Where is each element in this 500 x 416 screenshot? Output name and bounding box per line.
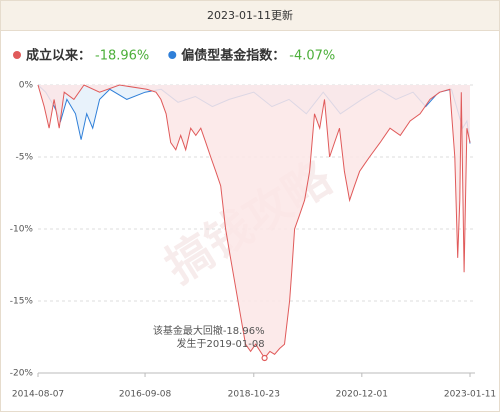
header — [0, 0, 500, 31]
line — [37, 84, 471, 359]
x-tick-label: 2016-09-08 — [119, 390, 172, 400]
y-tick-label: 0% — [19, 81, 34, 91]
x-tick-label: 2020-12-01 — [336, 390, 388, 400]
x-tick-label: 2023-01-11 — [444, 390, 496, 400]
max-drawdown-point — [261, 354, 268, 362]
legend-value: -4.07% — [289, 49, 335, 64]
y-tick-label: -20% — [10, 369, 34, 379]
legend-swatch — [168, 51, 177, 59]
x-tick-label: 2014-08-07 — [12, 390, 64, 400]
legend-swatch — [13, 51, 21, 59]
x-tick-label: 2018-10-23 — [228, 390, 280, 400]
legend-label: 偏债型基金指数： — [181, 48, 285, 64]
y-tick-label: -5% — [15, 153, 33, 163]
annotation: 该基金最大回撤-18.96% — [153, 324, 265, 337]
legend-label: 成立以来： — [26, 48, 91, 64]
area — [38, 85, 470, 358]
y-tick-label: -15% — [10, 297, 34, 307]
legend-value: -18.96% — [95, 49, 149, 64]
chart-title: 2023-01-11更新 — [207, 8, 293, 22]
y-tick-label: -10% — [10, 225, 34, 235]
annotation: 发生于2019-01-08 — [176, 337, 264, 350]
